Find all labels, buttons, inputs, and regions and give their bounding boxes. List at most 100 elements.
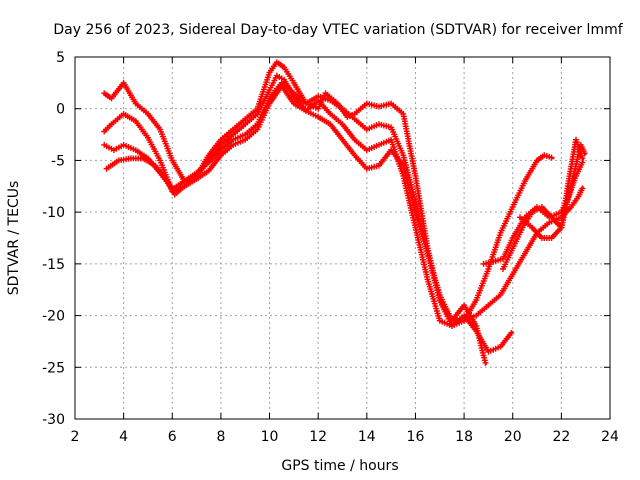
data-point-markers [303, 107, 319, 119]
x-tick-label: 20 [504, 429, 522, 445]
data-point-markers [424, 276, 443, 322]
data-point-markers [327, 110, 344, 126]
data-point-markers [436, 297, 454, 327]
data-point-markers [548, 226, 563, 241]
data-point-markers [171, 184, 186, 198]
data-point-markers [101, 123, 113, 135]
data-point-markers [388, 100, 405, 116]
data-point-markers [534, 153, 546, 164]
data-point-markers [376, 137, 392, 148]
data-point-markers [217, 143, 234, 159]
data-point-markers [266, 81, 284, 102]
data-point-markers [120, 110, 137, 123]
series-line [103, 81, 585, 322]
data-point-markers [181, 174, 198, 185]
x-tick-label: 12 [309, 429, 327, 445]
y-tick-label: 0 [56, 102, 65, 118]
x-tick-label: 10 [261, 429, 279, 445]
data-point-markers [363, 100, 380, 109]
data-point-markers [132, 147, 149, 160]
y-tick-label: -10 [42, 205, 65, 221]
data-point-markers [115, 155, 132, 164]
y-tick-label: 5 [56, 50, 65, 66]
data-point-markers [485, 232, 503, 272]
data-point-markers [193, 169, 210, 182]
x-tick-label: 18 [455, 429, 473, 445]
data-point-markers [497, 206, 515, 236]
data-point-markers [558, 180, 572, 231]
data-point-markers [273, 72, 285, 82]
data-point-markers [351, 152, 369, 170]
data-point-markers [339, 121, 357, 141]
data-point-markers [473, 304, 490, 319]
data-point-markers [315, 92, 328, 112]
data-point-markers [290, 79, 308, 105]
data-point-markers [568, 195, 580, 210]
data-point-markers [448, 318, 465, 329]
data-point-markers [217, 133, 234, 148]
chart-title: Day 256 of 2023, Sidereal Day-to-day VTE… [53, 22, 623, 38]
data-point-markers [303, 100, 319, 111]
data-point-markers [436, 317, 453, 328]
data-point-markers [351, 116, 368, 131]
data-point-markers [278, 79, 295, 95]
data-point-markers [254, 97, 272, 128]
plot-frame [74, 56, 611, 420]
data-point-markers [181, 177, 198, 190]
data-point-markers [242, 123, 259, 138]
data-point-markers [230, 132, 246, 143]
tick-layer: 2 4 6 8 10 12 14 16 18 20 22 24-30-25-20-15-10-505 [42, 50, 619, 445]
series-layer [101, 59, 588, 366]
data-point-markers [110, 143, 125, 154]
data-point-markers [254, 89, 272, 117]
data-point-markers [157, 169, 174, 191]
data-point-markers [205, 138, 223, 159]
data-point-markers [412, 224, 430, 280]
data-point-markers [461, 299, 478, 324]
data-point-markers [412, 172, 431, 249]
x-tick-label: 6 [168, 429, 177, 445]
data-point-markers [497, 273, 515, 298]
data-point-markers [334, 100, 349, 119]
data-point-markers [266, 61, 279, 76]
data-point-markers [242, 128, 259, 143]
data-point-markers [339, 136, 357, 157]
data-point-markers [473, 322, 489, 366]
data-point-markers [521, 159, 539, 185]
data-point-markers [577, 141, 588, 157]
x-tick-label: 2 [71, 429, 80, 445]
y-tick-label: -15 [42, 257, 65, 273]
series-day-7 [517, 136, 586, 241]
data-point-markers [351, 136, 368, 152]
x-tick-label: 16 [407, 429, 425, 445]
data-point-markers [400, 110, 418, 177]
data-point-markers [242, 112, 259, 128]
data-point-markers [529, 224, 544, 240]
data-point-markers [254, 71, 272, 112]
data-point-markers [363, 142, 380, 154]
y-tick-label: -30 [42, 412, 65, 428]
data-point-markers [193, 154, 211, 179]
data-point-markers [500, 237, 515, 262]
data-point-markers [376, 149, 393, 169]
series-day-4 [101, 59, 555, 329]
x-tick-label: 22 [552, 429, 570, 445]
x-tick-label: 24 [601, 429, 619, 445]
data-point-markers [315, 114, 332, 126]
data-point-markers [157, 126, 175, 161]
data-point-markers [376, 101, 392, 110]
data-point-markers [230, 137, 246, 148]
series-line [105, 84, 488, 366]
data-point-markers [351, 102, 368, 117]
data-point-markers [242, 107, 259, 123]
data-point-markers [529, 205, 543, 216]
data-point-markers [376, 121, 392, 130]
x-tick-label: 4 [119, 429, 128, 445]
data-point-markers [132, 118, 150, 139]
data-point-markers [541, 152, 555, 161]
y-tick-label: -20 [42, 309, 65, 325]
data-point-markers [509, 180, 527, 210]
data-point-markers [290, 100, 307, 113]
data-point-markers [490, 256, 504, 265]
